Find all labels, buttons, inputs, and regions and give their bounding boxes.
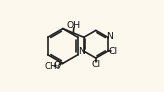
Text: N: N	[107, 32, 113, 41]
Text: Cl: Cl	[91, 60, 100, 69]
Text: O: O	[54, 61, 61, 70]
Text: Cl: Cl	[108, 47, 117, 56]
Text: OH: OH	[67, 21, 81, 30]
Text: N: N	[78, 47, 85, 56]
Text: CH₃: CH₃	[45, 62, 61, 71]
